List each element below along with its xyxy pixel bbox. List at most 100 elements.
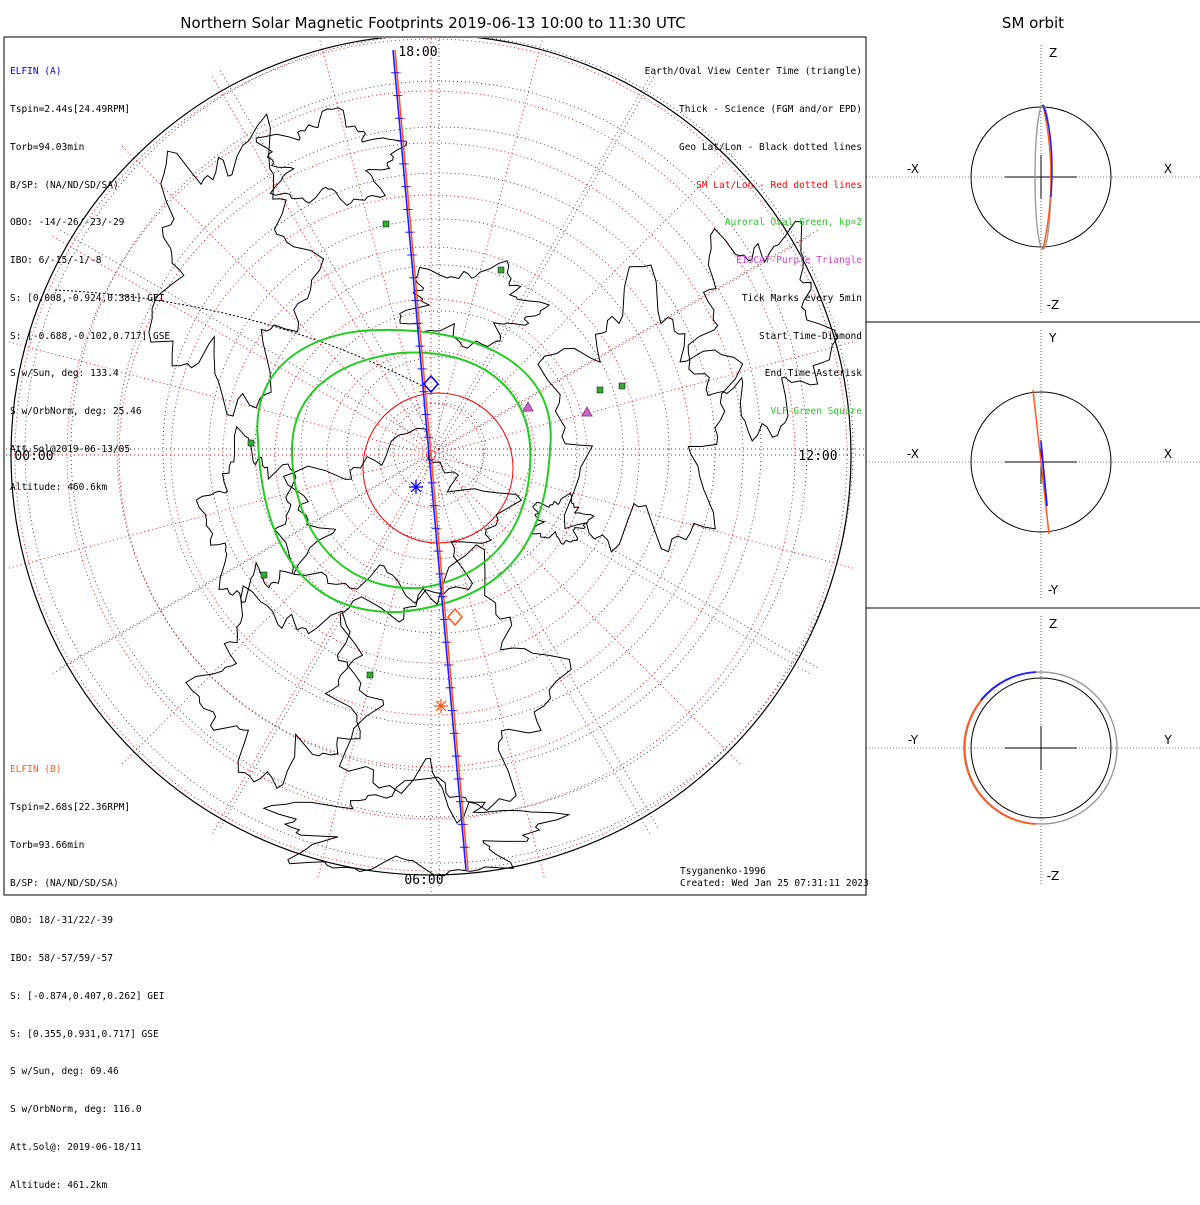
elfin-b-line: Torb=93.66min xyxy=(10,839,85,851)
elfin-b-line: Tspin=2.68s[22.36RPM] xyxy=(10,801,131,813)
orbit-axis-label: -Y xyxy=(1048,583,1059,597)
elfin-b-orbit xyxy=(963,682,1037,825)
orbit-axis-label: X xyxy=(1164,447,1172,461)
orbit-axis-label: -X xyxy=(907,162,919,176)
orbit-axis-label: Y xyxy=(1163,733,1172,747)
vlf-square xyxy=(382,220,390,228)
earth-circle xyxy=(970,391,1112,533)
elfin-a-end-asterisk xyxy=(410,481,422,493)
elfin-a-line: S: [-0.688,-0.102,0.717] GSE xyxy=(10,330,171,342)
geo-longitude-line xyxy=(218,448,440,831)
elfin-a-orbit xyxy=(1042,104,1053,198)
sm-longitude-line xyxy=(430,234,813,456)
geo-longitude-line xyxy=(438,448,660,831)
elfin-b-orbit xyxy=(1032,389,1050,535)
map-group xyxy=(5,38,865,894)
local-time-label: 12:00 xyxy=(798,449,837,464)
auroral-oval-inner xyxy=(290,351,532,590)
created-note: Created: Wed Jan 25 07:31:11 2023 xyxy=(680,878,869,889)
vlf-square xyxy=(247,439,255,447)
vlf-square xyxy=(497,266,505,274)
coastline xyxy=(537,264,744,553)
coastline xyxy=(531,492,595,545)
elfin-b-line: S: [0.355,0.931,0.717] GSE xyxy=(10,1028,159,1040)
plot-title: Northern Solar Magnetic Footprints 2019-… xyxy=(180,14,686,32)
map-frame xyxy=(3,36,867,896)
orbit-axis-label: Z xyxy=(1049,46,1057,60)
elfin-a-line: Torb=94.03min xyxy=(10,141,85,153)
elfin-b-line: IBO: 58/-57/59/-57 xyxy=(10,953,113,965)
elfin-a-line: IBO: 6/-15/-1/-8 xyxy=(10,255,102,267)
sm-longitude-line xyxy=(119,454,432,767)
coastline xyxy=(255,107,407,206)
sm-longitude-line xyxy=(49,454,432,676)
auroral-oval-outer xyxy=(256,328,552,614)
elfin-b-line: S w/OrbNorm, deg: 116.0 xyxy=(10,1104,142,1116)
sm-longitude-line xyxy=(210,454,432,837)
geo-longitude-line xyxy=(57,448,440,670)
elfin-a-line: B/SP: (NA/ND/SD/SA) xyxy=(10,179,119,191)
orbit-axis-label: Z xyxy=(1049,617,1057,631)
legend-entry: VLF-Green Square xyxy=(770,406,862,418)
earth-circle xyxy=(970,677,1112,819)
sm-longitude-line xyxy=(430,454,546,881)
elfin-b-orbit xyxy=(1042,104,1052,250)
legend-entry: Tick Marks every 5min xyxy=(741,292,862,304)
sm-longitude-line xyxy=(430,143,743,456)
orbit-axis-label: -Y xyxy=(908,733,919,747)
coastline xyxy=(338,544,572,825)
elfin-b-line: OBO: 18/-31/22/-39 xyxy=(10,915,113,927)
sm-longitude-line xyxy=(430,38,544,456)
elfin-a-orbit xyxy=(980,671,1037,701)
geo-longitude-line xyxy=(218,67,440,450)
elfin-b-end-asterisk xyxy=(435,700,447,712)
orbit-title: SM orbit xyxy=(1001,14,1065,32)
legend-entry: Earth/Oval View Center Time (triangle) xyxy=(644,66,862,78)
elfin-a-line: Tspin=2.44s[24.49RPM] xyxy=(10,103,131,115)
geo-longitude-line xyxy=(57,228,440,450)
elfin-b-line: S: [-0.874,0.407,0.262] GEI xyxy=(10,990,165,1002)
geo-latitude-circle xyxy=(208,218,670,680)
elfin-a-line: Altitude: 460.6km xyxy=(10,481,108,493)
geo-latitude-circle xyxy=(24,38,854,864)
model-note: Tsyganenko-1996 xyxy=(680,866,766,877)
elfin-b-line: Att.Sol@: 2019-06-18/11 xyxy=(10,1142,142,1153)
local-time-label: 06:00 xyxy=(404,873,443,888)
coastline xyxy=(282,427,523,604)
elfin-a-info: ELFIN (A) Tspin=2.44s[24.49RPM] Torb=94.… xyxy=(10,41,170,507)
elfin-a-line: OBO: -14/-26/-23/-29 xyxy=(10,217,125,229)
sm-longitude-line xyxy=(210,73,432,456)
coastline xyxy=(148,113,325,417)
sm-longitude-line xyxy=(430,73,652,456)
footprint-chart: 18:00 00:00 12:00 06:00 Z -Z -X X Y -Y -X X Z -Z -Y Y xyxy=(3,36,1200,896)
vlf-square xyxy=(596,386,604,394)
orbit-axis-label: Y xyxy=(1048,331,1057,345)
coastline xyxy=(687,220,838,442)
legend-entry: SM Lat/Lon - Red dotted lines xyxy=(696,179,862,191)
legend-entry: Auroral Oval-Green, kp=2 xyxy=(724,217,862,229)
elfin-a-orbit xyxy=(1040,441,1048,507)
geo-longitude-line xyxy=(438,228,821,450)
eiscat-triangle xyxy=(522,400,534,412)
coastline xyxy=(262,776,571,877)
orbit-axis-label: X xyxy=(1164,162,1172,176)
sm-longitude-line xyxy=(430,340,857,456)
geo-longitude-line xyxy=(438,67,660,450)
coastline xyxy=(399,260,551,349)
elfin-b-info: ELFIN (B) Tspin=2.68s[22.36RPM] Torb=93.… xyxy=(10,739,164,1205)
sm-polar-circle xyxy=(362,392,514,544)
legend-entry: EISCAT-Purple Triangle xyxy=(736,255,862,267)
orbit-axis-label: -X xyxy=(907,447,919,461)
vlf-square xyxy=(260,571,268,579)
legend-entry: Thick - Science (FGM and/or EPD) xyxy=(678,103,862,115)
legend-entry: End Time-Asterisk xyxy=(764,368,862,380)
elfin-a-line: S w/Sun, deg: 133.4 xyxy=(10,368,119,380)
elfin-b-line: S w/Sun, deg: 69.46 xyxy=(10,1066,119,1078)
elfin-b-header: ELFIN (B) xyxy=(10,764,62,776)
elfin-a-line: Att.Sol@2019-06-13/05 xyxy=(10,444,131,455)
coastline xyxy=(195,425,297,603)
sm-longitude-line xyxy=(430,454,652,837)
orbit-axis-label: -Z xyxy=(1047,869,1060,883)
geo-latitude-circle xyxy=(392,402,486,496)
local-time-label: 00:00 xyxy=(14,449,53,464)
